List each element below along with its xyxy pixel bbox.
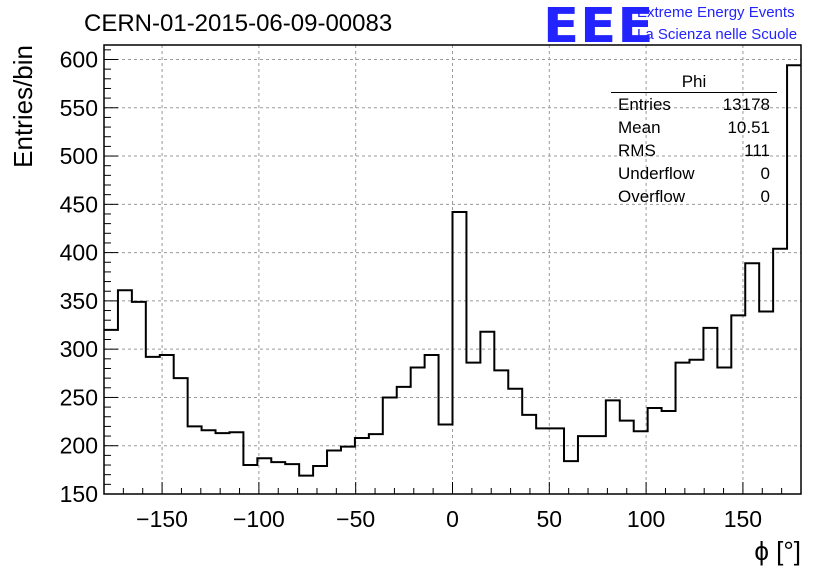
stats-label: Mean — [618, 118, 661, 137]
histogram-bin — [188, 426, 202, 494]
x-tick-label: 50 — [537, 506, 563, 532]
histogram-bin — [703, 328, 717, 494]
histogram-bin — [759, 312, 773, 494]
stats-row-entries: Entries 13178 — [611, 93, 777, 116]
y-axis-label: Entries/bin — [8, 45, 38, 168]
histogram-bin — [104, 330, 118, 494]
histogram-bin — [174, 378, 188, 494]
y-tick-label: 400 — [60, 240, 98, 266]
y-tick-label: 200 — [60, 433, 98, 459]
histogram-bin — [620, 421, 634, 494]
stats-row-overflow: Overflow 0 — [611, 185, 777, 208]
y-tick-label: 300 — [60, 336, 98, 362]
histogram-bin — [550, 428, 564, 494]
histogram-bin — [146, 357, 160, 494]
x-tick-label: −150 — [136, 506, 188, 532]
stats-row-rms: RMS 111 — [611, 139, 777, 162]
stats-value: 0 — [760, 164, 770, 183]
chart-title: CERN-01-2015-06-09-00083 — [84, 10, 393, 37]
stats-value: 0 — [760, 187, 770, 206]
histogram-bin — [216, 433, 230, 494]
histogram-bin — [787, 65, 801, 494]
histogram-bin — [648, 408, 662, 494]
y-tick-label: 250 — [60, 384, 98, 410]
histogram-bin — [606, 400, 620, 494]
histogram-bin — [717, 368, 731, 494]
stats-label: Entries — [618, 95, 671, 114]
histogram-bin — [160, 355, 174, 494]
histogram-bin — [494, 370, 508, 494]
y-tick-label: 550 — [60, 95, 98, 121]
stats-label: Underflow — [618, 164, 695, 183]
x-axis-label: ϕ [°] — [754, 536, 801, 566]
histogram-bin — [745, 263, 759, 494]
histogram-bin — [634, 431, 648, 494]
logo-subtitle-line1: Extreme Energy Events — [637, 4, 795, 21]
histogram-bin — [522, 415, 536, 494]
x-tick-label: 0 — [446, 506, 459, 532]
histogram-bin — [341, 447, 355, 494]
histogram-bin — [731, 315, 745, 494]
histogram-bin — [229, 432, 243, 494]
stats-label: RMS — [618, 141, 656, 160]
eee-logo: EEE — [543, 0, 655, 54]
histogram-bin — [480, 332, 494, 494]
y-tick-label: 500 — [60, 143, 98, 169]
y-tick-label: 350 — [60, 288, 98, 314]
histogram-bin — [397, 387, 411, 494]
stats-box-name: Phi — [611, 72, 777, 93]
histogram-bin — [118, 290, 132, 494]
histogram-line — [104, 64, 801, 477]
histogram-bin — [425, 355, 439, 494]
histogram-bin — [689, 360, 703, 494]
histogram-bin — [564, 461, 578, 494]
histogram-bin — [299, 476, 313, 494]
histogram-bin — [257, 458, 271, 494]
histogram-bin — [355, 438, 369, 494]
histogram-bin — [369, 434, 383, 494]
stats-value: 13178 — [722, 95, 770, 114]
histogram-bin — [578, 436, 592, 494]
stats-row-underflow: Underflow 0 — [611, 162, 777, 185]
histogram-bin — [453, 212, 467, 494]
histogram-bin — [202, 430, 216, 494]
y-tick-label: 150 — [60, 481, 98, 507]
y-tick-label: 600 — [60, 46, 98, 72]
histogram-bin — [466, 363, 480, 494]
stats-box: Phi Entries 13178 Mean 10.51 RMS 111 Und… — [611, 72, 777, 208]
histogram-bin — [676, 363, 690, 494]
stats-label: Overflow — [618, 187, 686, 206]
histogram-bin — [313, 466, 327, 494]
stats-value: 10.51 — [727, 118, 770, 137]
histogram-bin — [773, 249, 787, 494]
histogram-bin — [243, 465, 257, 494]
x-tick-label: 150 — [724, 506, 762, 532]
histogram-bin — [662, 411, 676, 494]
y-tick-label: 450 — [60, 191, 98, 217]
stats-value: 111 — [744, 141, 770, 160]
histogram-bin — [411, 368, 425, 494]
histogram-bin — [536, 428, 550, 494]
histogram-bin — [132, 302, 146, 494]
histogram-bin — [508, 389, 522, 494]
histogram-bin — [439, 424, 453, 494]
histogram-bin — [285, 464, 299, 494]
logo-subtitle-line2: La Scienza nelle Scuole — [637, 26, 798, 43]
histogram-bin — [383, 397, 397, 494]
histogram-bin — [327, 451, 341, 494]
x-tick-label: −100 — [233, 506, 285, 532]
x-tick-label: −50 — [336, 506, 375, 532]
histogram-bin — [592, 436, 606, 494]
stats-row-mean: Mean 10.51 — [611, 116, 777, 139]
x-tick-label: 100 — [627, 506, 665, 532]
